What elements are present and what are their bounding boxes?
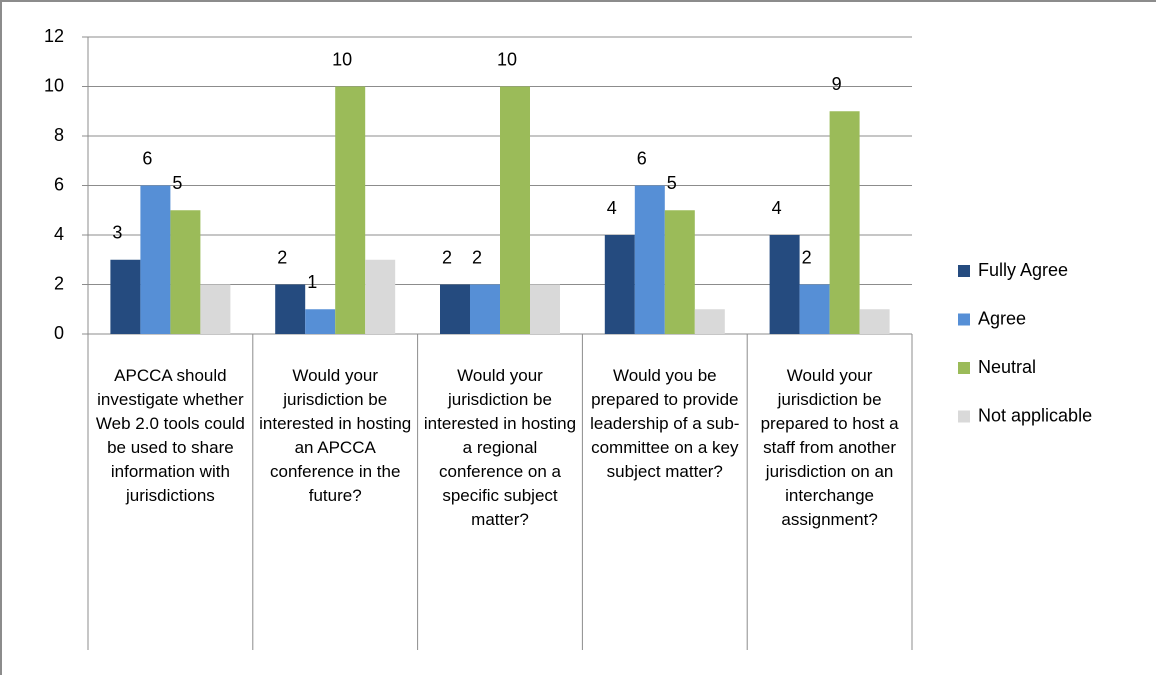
data-label: 2 xyxy=(802,247,812,267)
legend-label: Neutral xyxy=(978,357,1036,377)
data-label: 6 xyxy=(142,148,152,168)
bar xyxy=(200,284,231,334)
data-label: 10 xyxy=(497,49,517,69)
x-tick-label-box: APCCA should investigate whether Web 2.0… xyxy=(95,366,245,505)
data-label: 10 xyxy=(332,49,352,69)
bar xyxy=(769,235,800,334)
bar xyxy=(335,86,366,334)
data-label: 2 xyxy=(277,247,287,267)
bar xyxy=(859,309,890,334)
bar xyxy=(604,235,635,334)
data-label: 4 xyxy=(772,198,782,218)
data-label: 2 xyxy=(472,247,482,267)
bar xyxy=(829,111,860,334)
bar xyxy=(530,284,560,334)
x-tick-label-box: Would your jurisdiction be prepared to h… xyxy=(760,366,899,529)
data-label: 1 xyxy=(307,272,317,292)
data-label: 4 xyxy=(607,198,617,218)
x-tick-label: Would you be prepared to provide leaders… xyxy=(590,366,740,481)
x-tick-label: Would your jurisdiction be interested in… xyxy=(259,366,412,505)
x-tick-label: Would your jurisdiction be interested in… xyxy=(423,366,577,529)
bar xyxy=(500,86,530,334)
y-tick-label: 0 xyxy=(54,323,64,343)
data-label: 3 xyxy=(112,223,122,243)
bar xyxy=(440,284,470,334)
y-tick-label: 8 xyxy=(54,125,64,145)
bar xyxy=(140,185,171,334)
data-label: 5 xyxy=(667,173,677,193)
legend-label: Agree xyxy=(978,308,1026,328)
x-tick-label: Would your jurisdiction be prepared to h… xyxy=(760,366,899,529)
x-tick-label-box: Would you be prepared to provide leaders… xyxy=(590,366,740,481)
y-tick-label: 6 xyxy=(54,174,64,194)
bar xyxy=(470,284,500,334)
bar xyxy=(275,284,306,334)
data-label: 6 xyxy=(637,148,647,168)
data-label: 5 xyxy=(172,173,182,193)
bar xyxy=(694,309,725,334)
y-tick-label: 12 xyxy=(44,26,64,46)
legend-swatch xyxy=(958,410,970,423)
legend-swatch xyxy=(958,362,970,374)
bar xyxy=(664,210,695,334)
x-tick-label: APCCA should investigate whether Web 2.0… xyxy=(95,366,245,505)
bar xyxy=(365,259,396,334)
y-tick-label: 4 xyxy=(54,224,64,244)
legend-swatch xyxy=(958,313,970,326)
bar xyxy=(634,185,665,334)
bar xyxy=(799,284,830,334)
bar xyxy=(170,210,201,334)
data-label: 2 xyxy=(442,247,452,267)
legend-swatch xyxy=(958,265,970,277)
x-tick-label-box: Would your jurisdiction be interested in… xyxy=(259,366,412,505)
bar xyxy=(305,309,336,334)
x-tick-label-box: Would your jurisdiction be interested in… xyxy=(423,366,577,529)
legend-label: Fully Agree xyxy=(978,260,1068,280)
y-tick-label: 2 xyxy=(54,273,64,293)
bar xyxy=(110,259,141,334)
y-tick-label: 10 xyxy=(44,75,64,95)
data-label: 9 xyxy=(832,74,842,94)
legend-label: Not applicable xyxy=(978,405,1092,425)
